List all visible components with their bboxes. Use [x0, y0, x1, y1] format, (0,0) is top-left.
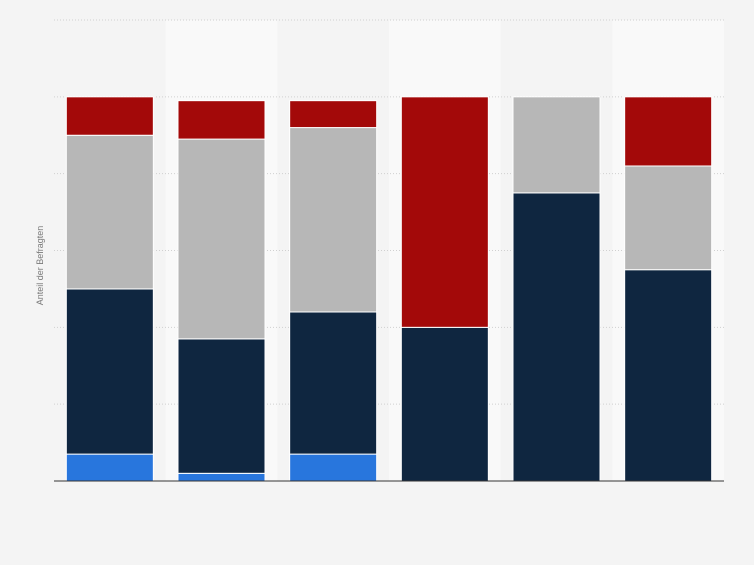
bars — [65, 96, 713, 482]
bar-segment[interactable] — [400, 96, 489, 328]
bar-segment[interactable] — [65, 134, 154, 290]
bar-segment[interactable] — [289, 127, 378, 313]
bar-segment[interactable] — [177, 138, 266, 340]
bar-segment[interactable] — [289, 311, 378, 455]
bar-segment[interactable] — [624, 96, 713, 167]
bar-segment[interactable] — [65, 288, 154, 455]
bar-segment[interactable] — [177, 100, 266, 140]
bar-segment[interactable] — [65, 96, 154, 136]
bar-segment[interactable] — [289, 453, 378, 482]
bar-segment[interactable] — [624, 165, 713, 271]
bar-segment[interactable] — [177, 338, 266, 474]
bar-segment[interactable] — [512, 192, 601, 482]
bar-segment[interactable] — [65, 453, 154, 482]
y-axis-label: Anteil der Befragten — [35, 226, 45, 306]
bar-segment[interactable] — [512, 96, 601, 194]
gridlines — [54, 19, 724, 405]
bar-segment[interactable] — [400, 326, 489, 482]
bar-segment[interactable] — [289, 100, 378, 129]
bar-segment[interactable] — [624, 269, 713, 482]
bar-segment[interactable] — [177, 472, 266, 482]
